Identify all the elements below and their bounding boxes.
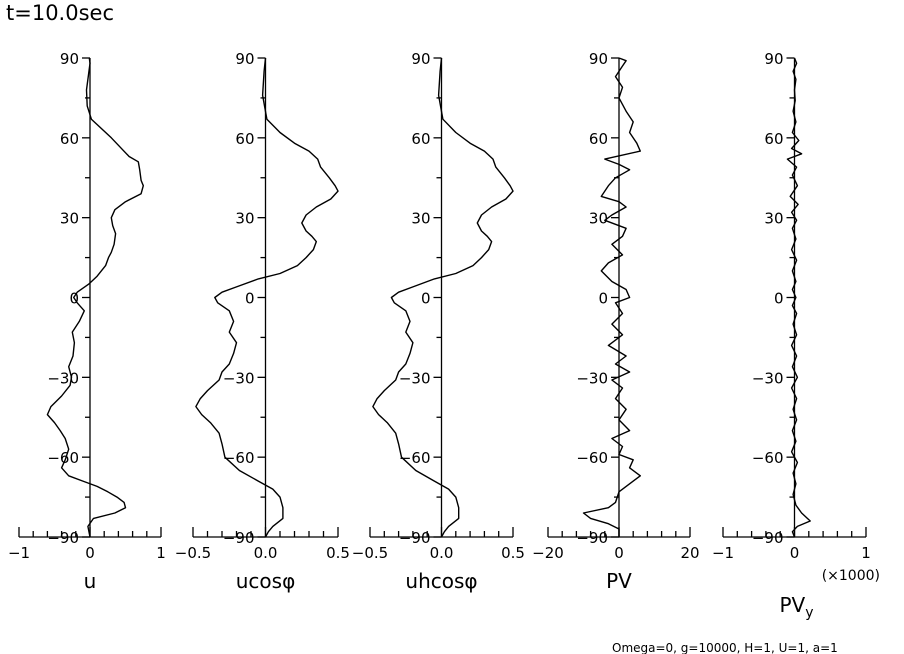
y-tick-label: 90 xyxy=(235,50,254,68)
x-tick-label: 0 xyxy=(790,544,800,562)
y-tick-label: −30 xyxy=(47,369,79,387)
x-multiplier-label: (×1000) xyxy=(822,568,880,584)
panels-group: −1 0 1 90 60 30 0 −30 −60 −90 u −0.5 0.0 0.5 90 60 30 0 −3… xyxy=(8,50,880,621)
series-line xyxy=(46,57,144,538)
y-tick-label: 0 xyxy=(774,290,784,308)
panel-4: −20 0 20 90 60 30 0 −30 −60 −90 PV xyxy=(532,50,699,593)
y-tick-label: 90 xyxy=(764,50,783,68)
y-tick-label: 90 xyxy=(589,50,608,68)
x-axis-label: PVy xyxy=(779,593,813,621)
y-tick-label: 30 xyxy=(235,210,254,228)
y-tick-label: 60 xyxy=(764,130,783,148)
y-tick-label: 0 xyxy=(598,290,608,308)
y-tick-label: −30 xyxy=(576,369,608,387)
x-tick-label: 0.5 xyxy=(501,544,525,562)
y-tick-label: −60 xyxy=(47,449,79,467)
y-tick-label: −90 xyxy=(399,529,431,547)
x-axis-label: ucosφ xyxy=(236,569,296,593)
x-tick-label: 1 xyxy=(861,544,871,562)
figure-title: t=10.0sec xyxy=(6,1,114,25)
y-tick-label: 30 xyxy=(764,210,783,228)
y-tick-label: 90 xyxy=(411,50,430,68)
y-tick-label: −60 xyxy=(752,449,784,467)
y-tick-label: 60 xyxy=(235,130,254,148)
x-tick-label: −20 xyxy=(532,544,564,562)
x-tick-label: −0.5 xyxy=(352,544,388,562)
x-tick-label: 0.0 xyxy=(254,544,278,562)
series-line xyxy=(786,57,811,538)
y-tick-label: −60 xyxy=(399,449,431,467)
y-tick-label: −30 xyxy=(752,369,784,387)
x-axis-label: u xyxy=(84,569,97,593)
x-tick-label: 0.0 xyxy=(430,544,454,562)
y-tick-label: −30 xyxy=(399,369,431,387)
x-tick-label: −1 xyxy=(8,544,30,562)
panel-2: −0.5 0.0 0.5 90 60 30 0 −30 −60 −90 ucosφ xyxy=(175,50,350,593)
y-tick-label: 0 xyxy=(245,290,255,308)
x-axis-label: uhcosφ xyxy=(405,569,477,593)
parameter-footer: Omega=0, g=10000, H=1, U=1, a=1 xyxy=(612,641,838,654)
panel-3: −0.5 0.0 0.5 90 60 30 0 −30 −60 −90 uhcosφ xyxy=(352,50,525,593)
x-tick-label: 20 xyxy=(680,544,699,562)
y-tick-label: 90 xyxy=(60,50,79,68)
panel-5: −1 0 1 90 60 30 0 −30 −60 −90 PVy (×1000) xyxy=(712,50,880,621)
y-tick-label: 30 xyxy=(589,210,608,228)
y-tick-label: 30 xyxy=(60,210,79,228)
x-tick-label: −0.5 xyxy=(175,544,211,562)
x-tick-label: 0 xyxy=(85,544,95,562)
y-tick-label: −90 xyxy=(223,529,255,547)
y-tick-label: 30 xyxy=(411,210,430,228)
x-tick-label: 0.5 xyxy=(326,544,350,562)
y-tick-label: −60 xyxy=(576,449,608,467)
y-tick-label: 60 xyxy=(60,130,79,148)
y-tick-label: −90 xyxy=(752,529,784,547)
y-tick-label: 0 xyxy=(421,290,431,308)
x-tick-label: −1 xyxy=(712,544,734,562)
y-tick-label: −90 xyxy=(47,529,79,547)
x-tick-label: 1 xyxy=(156,544,166,562)
y-tick-label: −90 xyxy=(576,529,608,547)
y-tick-label: −30 xyxy=(223,369,255,387)
series-line xyxy=(195,57,339,538)
series-line xyxy=(372,57,514,538)
y-tick-label: 60 xyxy=(589,130,608,148)
y-tick-label: 60 xyxy=(411,130,430,148)
x-axis-label: PV xyxy=(606,569,632,593)
series-line xyxy=(582,57,641,537)
x-tick-label: 0 xyxy=(614,544,624,562)
y-tick-label: −60 xyxy=(223,449,255,467)
